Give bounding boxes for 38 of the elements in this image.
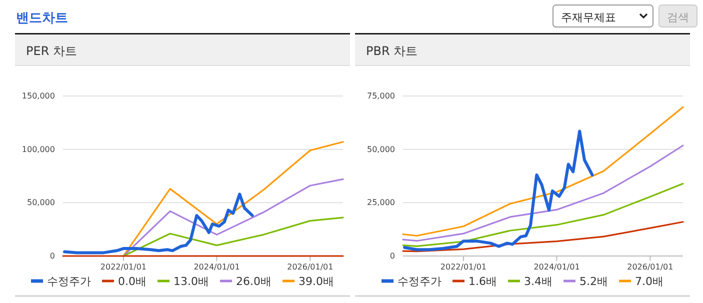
x-tick-label: 2026/01/01	[627, 262, 674, 272]
y-tick-label: 75,000	[367, 92, 395, 101]
legend-label: 수정주가	[47, 275, 91, 288]
legend-label: 7.0배	[635, 275, 664, 288]
y-tick-label: 50,000	[27, 198, 55, 208]
legend-label: 1.6배	[468, 275, 497, 288]
search-button: 검색	[658, 4, 698, 28]
y-tick-label: 0	[50, 252, 55, 261]
legend-label: 0.0배	[118, 275, 146, 288]
chart-title: PER 차트	[26, 44, 77, 58]
y-tick-label: 25,000	[367, 198, 395, 208]
line-series	[402, 182, 684, 247]
legend-label: 수정주가	[398, 275, 442, 288]
legend-label: 26.0배	[236, 275, 272, 288]
y-tick-label: 150,000	[22, 92, 55, 101]
line-series	[63, 192, 254, 254]
x-tick-label: 2026/01/01	[287, 262, 334, 272]
legend-label: 39.0배	[298, 275, 334, 288]
text: 밴드차트	[16, 11, 68, 26]
x-tick-label: 2022/01/01	[440, 262, 486, 272]
line-series	[402, 221, 684, 252]
line-series	[122, 141, 344, 257]
x-tick-label: 2024/01/01	[534, 262, 580, 272]
y-tick-label: 50,000	[367, 144, 395, 154]
legend-label: 3.4배	[524, 275, 552, 288]
line-series	[122, 178, 344, 257]
line-series	[402, 106, 684, 237]
x-tick-label: 2022/01/01	[100, 262, 146, 272]
y-tick-label: 100,000	[22, 144, 55, 154]
line-series	[403, 130, 594, 252]
line-series	[402, 144, 684, 242]
legend-label: 13.0배	[174, 275, 209, 288]
y-tick-label: 0	[390, 252, 395, 261]
chart-title: PBR 차트	[366, 44, 418, 58]
line-series	[122, 216, 344, 257]
x-tick-label: 2024/01/01	[194, 262, 240, 272]
dropdown-field: 주재무제표	[552, 4, 654, 28]
legend-label: 5.2배	[580, 275, 608, 288]
